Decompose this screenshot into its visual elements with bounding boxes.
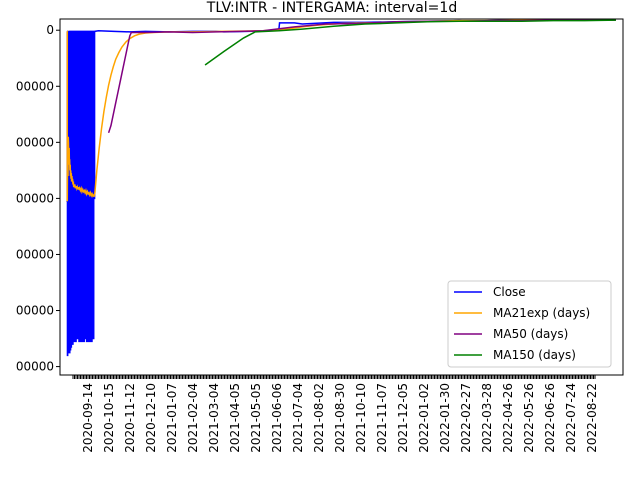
x-tick-label: 2020-10-15 — [102, 383, 116, 453]
x-tick-label: 2021-04-05 — [228, 383, 242, 453]
y-tick-label: 00000 — [16, 79, 54, 93]
x-tick-label: 2022-06-26 — [543, 383, 557, 453]
x-minor-tick-band — [72, 375, 596, 379]
x-tick-label: 2022-01-30 — [438, 383, 452, 453]
y-tick-label: 00000 — [16, 247, 54, 261]
series-line-close — [66, 19, 616, 357]
legend-label: MA50 (days) — [493, 327, 568, 341]
x-tick-label: 2020-12-10 — [144, 383, 158, 453]
x-tick-label: 2021-12-05 — [396, 383, 410, 453]
x-tick-label: 2021-10-10 — [354, 383, 368, 453]
series-line-ma50-days — [107, 19, 616, 134]
x-tick-label: 2021-11-07 — [375, 383, 389, 453]
x-tick-label: 2022-07-24 — [564, 383, 578, 453]
y-tick-label: 00000 — [16, 360, 54, 374]
legend-label: MA21exp (days) — [493, 306, 590, 320]
x-tick-label: 2020-09-14 — [81, 383, 95, 453]
x-tick-label: 2021-07-04 — [291, 383, 305, 453]
legend-box — [447, 280, 612, 368]
x-tick-label: 2021-08-30 — [333, 383, 347, 453]
x-tick-label: 2020-11-12 — [123, 383, 137, 453]
x-tick-label: 2022-05-26 — [522, 383, 536, 453]
x-tick-label: 2021-08-02 — [312, 383, 326, 453]
y-tick-label: 0 — [46, 23, 54, 37]
y-tick-label: 00000 — [16, 191, 54, 205]
legend-label: MA150 (days) — [493, 348, 576, 362]
chart-title: TLV:INTR - INTERGAMA: interval=1d — [206, 0, 457, 16]
x-tick-label: 2022-01-02 — [417, 383, 431, 453]
x-tick-label: 2021-01-07 — [165, 383, 179, 453]
y-tick-label: 00000 — [16, 304, 54, 318]
legend-label: Close — [493, 285, 526, 299]
series-line-ma150-days — [204, 19, 616, 66]
x-tick-label: 2022-08-22 — [585, 383, 599, 453]
series-line-ma21exp-days — [66, 19, 616, 202]
x-tick-label: 2022-02-27 — [459, 383, 473, 453]
x-tick-label: 2021-05-05 — [249, 383, 263, 453]
x-tick-label: 2021-02-04 — [186, 383, 200, 453]
x-tick-label: 2021-03-04 — [207, 383, 221, 453]
x-tick-label: 2021-06-06 — [270, 383, 284, 453]
x-tick-label: 2022-04-26 — [501, 383, 515, 453]
x-tick-label: 2022-03-28 — [480, 383, 494, 453]
y-tick-label: 00000 — [16, 135, 54, 149]
